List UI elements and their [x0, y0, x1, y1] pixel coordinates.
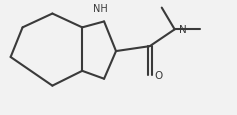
- Text: O: O: [154, 70, 162, 80]
- Text: N: N: [179, 25, 187, 35]
- Text: NH: NH: [93, 4, 108, 14]
